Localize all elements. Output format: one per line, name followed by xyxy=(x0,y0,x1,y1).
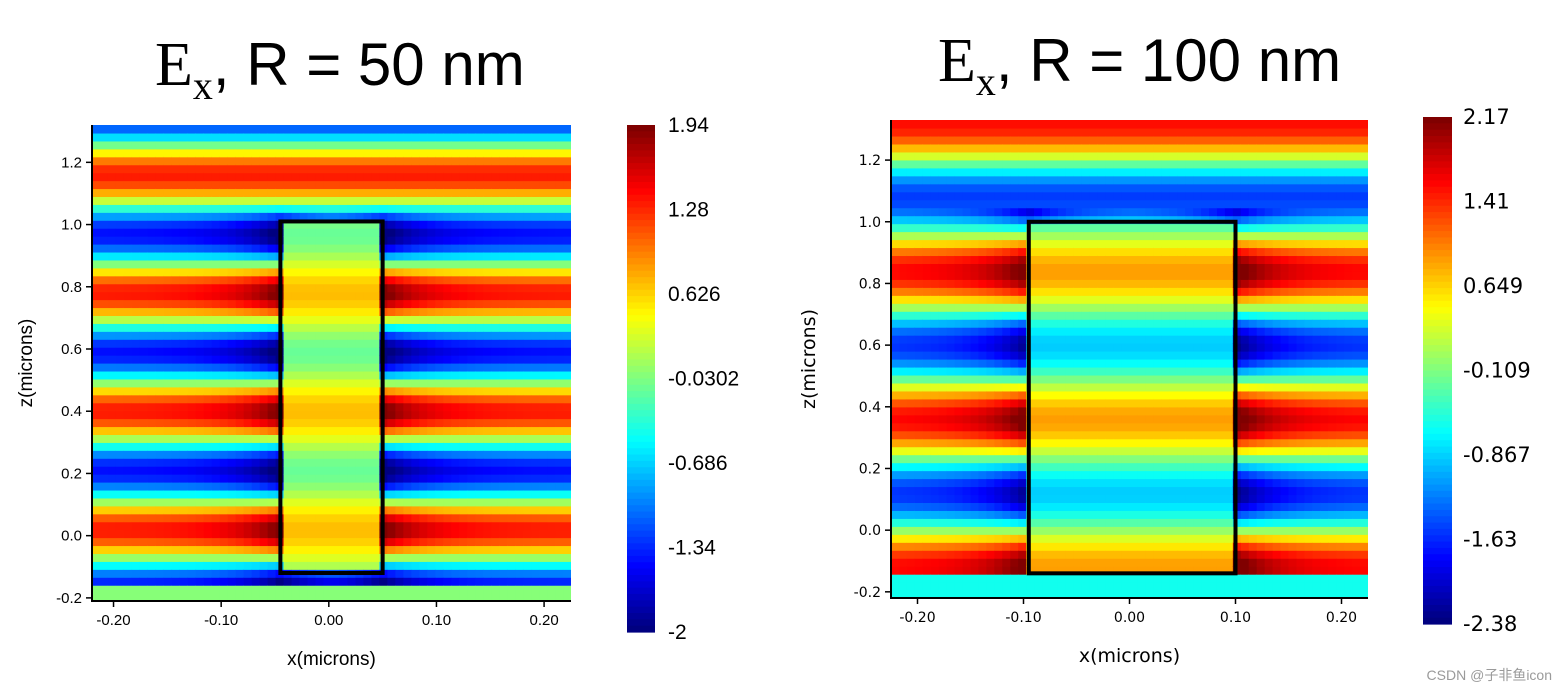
axes-frame xyxy=(890,120,1368,599)
colorbar-tick-label: 1.28 xyxy=(668,199,709,222)
title-rest: , R = 100 nm xyxy=(995,27,1342,94)
y-tick-label: 0.6 xyxy=(61,341,82,358)
colorbar-tick-label: -2 xyxy=(668,621,687,644)
y-tick-label: 0.4 xyxy=(61,403,82,420)
title-subscript: x xyxy=(975,59,996,104)
y-tick-label: 0.8 xyxy=(61,279,82,296)
x-axis-label: x(microns) xyxy=(287,649,376,670)
x-tick-label: 0.00 xyxy=(1114,610,1145,626)
y-axis-label: z(microns) xyxy=(798,309,820,409)
x-tick-label: 0.00 xyxy=(314,612,343,629)
heatmap-plot-right: -0.20 -0.10 0.00 0.10 0.20 -0.2 0.0 0.2 0.4 0.6 0.… xyxy=(798,105,1531,667)
y-tick-label: -0.2 xyxy=(56,590,82,607)
colorbar-tick-label: -0.109 xyxy=(1463,359,1531,383)
colorbar-tick-label: 1.41 xyxy=(1463,190,1510,214)
y-tick-label: 0.2 xyxy=(61,465,82,482)
colorbar xyxy=(627,125,655,633)
colorbar xyxy=(1423,117,1452,625)
y-tick-label: -0.2 xyxy=(854,585,881,601)
x-tick-label: -0.20 xyxy=(899,610,935,626)
heatmap-cells xyxy=(92,125,571,601)
colorbar-tick-label: 1.94 xyxy=(668,114,709,137)
colorbar-tick-label: 0.626 xyxy=(668,283,721,306)
y-tick-label: 1.2 xyxy=(859,153,881,169)
title-base: E xyxy=(155,31,193,99)
x-tick-label: 0.20 xyxy=(1326,610,1357,626)
y-tick-label: 1.0 xyxy=(61,217,82,234)
colorbar-tick-label: -0.867 xyxy=(1463,443,1531,467)
x-tick-label: 0.20 xyxy=(529,612,558,629)
x-tick-label: 0.10 xyxy=(422,612,451,629)
y-tick-label: 0.8 xyxy=(859,276,881,292)
x-tick-label: -0.10 xyxy=(204,612,238,629)
colorbar-tick-label: -1.63 xyxy=(1463,528,1517,552)
y-tick-label: 0.2 xyxy=(859,461,881,477)
colorbar-tick-label: 0.649 xyxy=(1463,274,1523,298)
y-tick-label: 0.6 xyxy=(859,338,881,354)
x-tick-label: -0.20 xyxy=(96,612,130,629)
x-tick-label: -0.10 xyxy=(1005,610,1041,626)
colorbar-tick-label: -2.38 xyxy=(1463,612,1517,636)
y-axis-label: z(microns) xyxy=(16,319,37,408)
y-tick-label: 1.2 xyxy=(61,154,82,171)
y-tick-label: 0.4 xyxy=(859,400,881,416)
title-base: E xyxy=(938,27,976,95)
colorbar-tick-label: -0.0302 xyxy=(668,368,739,391)
heatmap-cells xyxy=(891,120,1368,598)
y-tick-label: 1.0 xyxy=(859,215,881,231)
title-subscript: x xyxy=(192,63,213,108)
x-tick-label: 0.10 xyxy=(1220,610,1251,626)
colorbar-tick-label: 2.17 xyxy=(1463,105,1510,129)
chart-panel-left: Ex, R = 50 nm -0.20 -0.10 0.00 0.10 0.20 -0.2… xyxy=(16,31,739,670)
title-rest: , R = 50 nm xyxy=(212,31,525,98)
x-axis-label: x(microns) xyxy=(1079,645,1180,667)
heatmap-plot-left: -0.20 -0.10 0.00 0.10 0.20 -0.2 0.0 0.2 0.4 0.6 0.… xyxy=(16,114,739,670)
y-tick-label: 0.0 xyxy=(859,523,881,539)
colorbar-tick-label: -0.686 xyxy=(668,452,728,475)
watermark: CSDN @子非鱼icon xyxy=(1426,667,1552,683)
colorbar-tick-label: -1.34 xyxy=(668,537,716,560)
axes-frame xyxy=(91,125,571,602)
chart-title: Ex, R = 50 nm xyxy=(155,31,525,106)
structure-outline xyxy=(278,219,385,575)
chart-panel-right: Ex, R = 100 nm -0.20 -0.10 0.00 0.10 0.20 -0.… xyxy=(783,0,1566,693)
y-tick-label: 0.0 xyxy=(61,528,82,545)
structure-outline xyxy=(1026,219,1238,576)
chart-title: Ex, R = 100 nm xyxy=(938,27,1342,102)
